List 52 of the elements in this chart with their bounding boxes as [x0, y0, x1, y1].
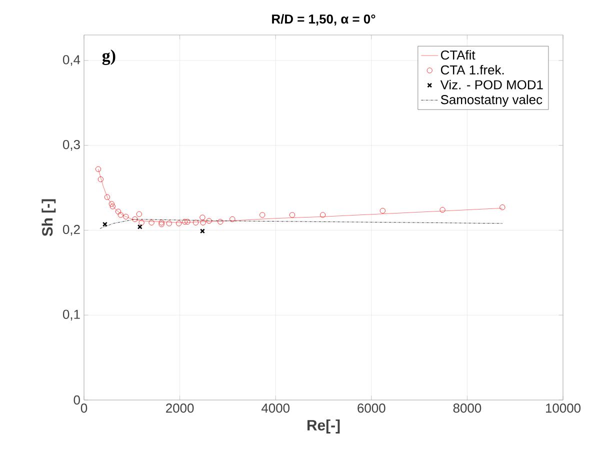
point [108, 201, 114, 207]
point [176, 220, 182, 226]
point [200, 214, 206, 220]
point [95, 166, 102, 172]
point [137, 224, 142, 230]
point [200, 228, 205, 234]
point [138, 220, 144, 226]
point [110, 204, 116, 210]
legend-label: CTAfit [440, 50, 476, 60]
point [192, 220, 199, 226]
x-tick-label: 2000 [166, 404, 194, 413]
point [158, 220, 164, 226]
point [166, 220, 172, 226]
y-axis-title: Sh [-] [42, 199, 56, 236]
point [380, 208, 386, 214]
x-tick-label: 4000 [261, 404, 290, 413]
annotation: g) [102, 49, 116, 65]
point [500, 204, 506, 210]
point [440, 207, 446, 213]
point [200, 220, 206, 226]
point [118, 212, 124, 218]
point [184, 218, 190, 225]
point [260, 212, 266, 218]
x-tick-label: 8000 [453, 404, 482, 413]
legend-label: CTA 1.frek. [440, 64, 504, 75]
x-axis-title: Re[-] [307, 420, 340, 434]
point [136, 211, 142, 217]
x-tick-label: 6000 [358, 404, 386, 413]
point [123, 214, 129, 220]
point [102, 222, 108, 227]
legend-label: Samostatny valec [440, 94, 542, 107]
x-tick-label: 0 [80, 404, 88, 413]
point [206, 218, 212, 224]
legend-label: Viz. - POD MOD1 [440, 80, 543, 90]
point [104, 194, 110, 200]
y-tick-label: 0 [74, 395, 80, 405]
chart-title: R/D = 1,50, α = 0° [272, 14, 376, 26]
point [218, 218, 224, 225]
point [230, 216, 236, 222]
x-tick-label: 10000 [546, 404, 581, 413]
point [115, 208, 122, 214]
point [98, 176, 104, 182]
y-tick-label: 0,3 [62, 140, 80, 151]
y-tick-label: 0,2 [62, 224, 80, 236]
point [182, 218, 188, 225]
point [158, 222, 164, 228]
y-tick-label: 0,1 [62, 310, 80, 320]
point [289, 212, 296, 218]
point [132, 216, 138, 222]
point [320, 212, 326, 218]
y-tick-label: 0,4 [62, 55, 80, 66]
point [148, 220, 154, 226]
